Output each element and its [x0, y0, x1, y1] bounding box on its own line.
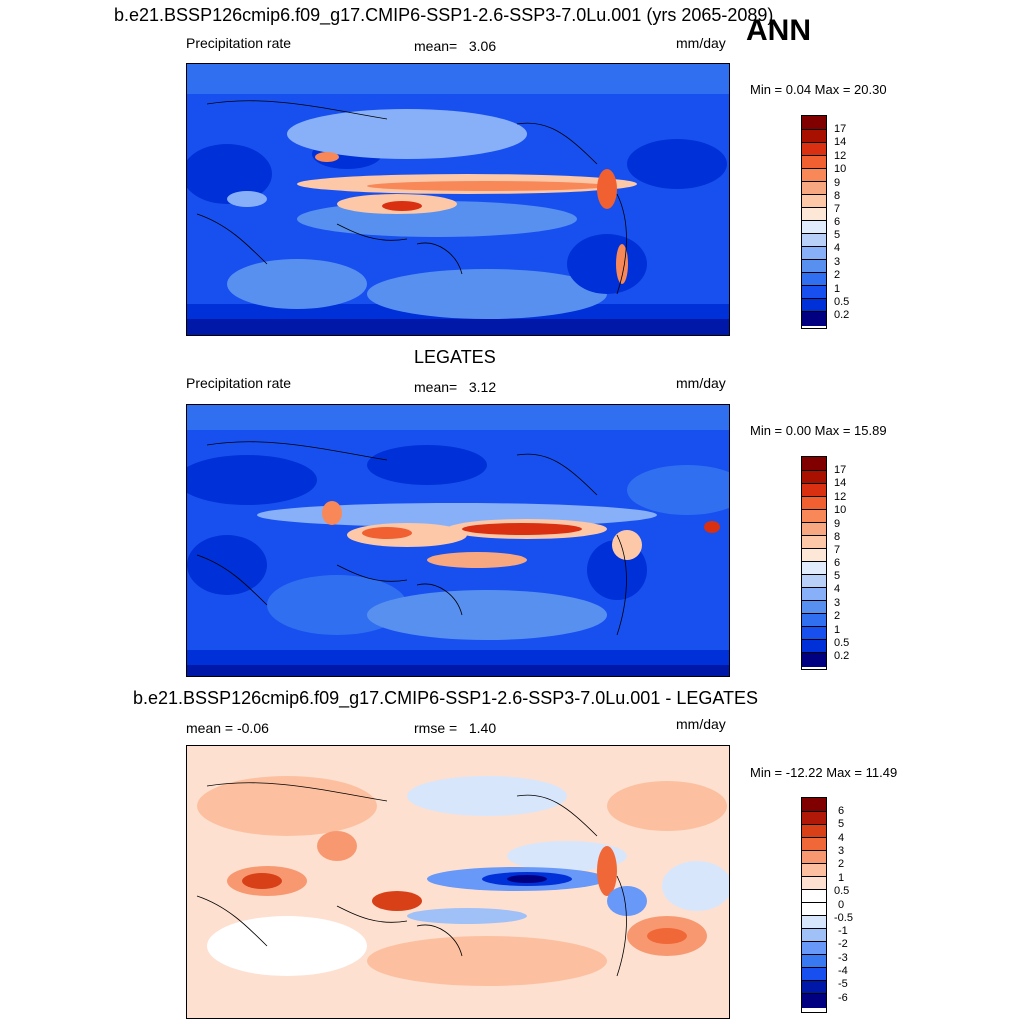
- tick: 0.5: [834, 637, 850, 649]
- tick: 17: [834, 123, 847, 135]
- tick: 12: [834, 150, 847, 162]
- minmax-label: Min = -12.22 Max = 11.49: [750, 765, 898, 780]
- colorbar-diff: [801, 797, 827, 1013]
- tick: 10: [834, 163, 847, 175]
- tick: 17: [834, 464, 847, 476]
- minmax-label: Min = 0.00 Max = 15.89: [750, 423, 887, 438]
- tick: 3: [834, 597, 841, 609]
- tick: 0.2: [834, 309, 850, 321]
- tick: 10: [834, 504, 847, 516]
- colorbar-model: [801, 115, 827, 329]
- precip-map-model-field: [187, 64, 729, 335]
- tick: 12: [834, 491, 847, 503]
- mean-label: mean = -0.06: [186, 720, 269, 736]
- tick: 7: [834, 544, 841, 556]
- units-label: mm/day: [676, 375, 726, 391]
- precip-map-diff-field: [187, 746, 729, 1018]
- tick: 7: [834, 203, 841, 215]
- tick: 6: [834, 216, 841, 228]
- tick: 5: [838, 818, 845, 830]
- panel-title: b.e21.BSSP126cmip6.f09_g17.CMIP6-SSP1-2.…: [133, 688, 759, 708]
- tick: 4: [834, 242, 841, 254]
- tick: -2: [838, 938, 848, 950]
- tick: 0: [838, 899, 845, 911]
- units-label: mm/day: [676, 716, 726, 732]
- tick: 2: [838, 858, 845, 870]
- rmse-value: 1.40: [468, 720, 497, 736]
- mean-value: 3.12: [468, 379, 497, 395]
- tick: 5: [834, 229, 841, 241]
- tick: 0.5: [834, 885, 850, 897]
- panel-title: LEGATES: [414, 347, 496, 367]
- tick: 1: [834, 283, 841, 295]
- rmse-label: rmse = 1.40: [414, 720, 496, 736]
- tick: 1: [834, 624, 841, 636]
- tick: 4: [838, 832, 845, 844]
- tick: 2: [834, 269, 841, 281]
- tick: 8: [834, 531, 841, 543]
- tick: 14: [834, 477, 847, 489]
- tick: 9: [834, 177, 841, 189]
- precip-map-model: [186, 63, 730, 336]
- tick: -3: [838, 952, 848, 964]
- tick: 6: [838, 805, 845, 817]
- tick: 3: [834, 256, 841, 268]
- model-title: b.e21.BSSP126cmip6.f09_g17.CMIP6-SSP1-2.…: [114, 5, 774, 25]
- tick: 14: [834, 136, 847, 148]
- tick: -6: [838, 992, 848, 1004]
- rmse-label-text: rmse =: [414, 720, 458, 736]
- tick: 6: [834, 557, 841, 569]
- tick: 8: [834, 190, 841, 202]
- tick: 5: [834, 570, 841, 582]
- colorbar-obs: [801, 456, 827, 670]
- precip-map-diff: [186, 745, 730, 1019]
- precip-map-obs-field: [187, 405, 729, 676]
- precip-map-obs: [186, 404, 730, 677]
- mean-label: mean= 3.06: [414, 38, 496, 54]
- variable-label: Precipitation rate: [186, 35, 292, 51]
- tick: -0.5: [834, 912, 853, 924]
- tick: -1: [838, 925, 848, 937]
- tick: 4: [834, 583, 841, 595]
- tick: 2: [834, 610, 841, 622]
- units-label: mm/day: [676, 35, 726, 51]
- season-label: ANN: [746, 14, 811, 47]
- tick: -4: [838, 965, 848, 977]
- tick: 9: [834, 518, 841, 530]
- mean-label-text: mean=: [414, 379, 458, 395]
- mean-label: mean= 3.12: [414, 379, 496, 395]
- tick: -5: [838, 978, 848, 990]
- variable-label: Precipitation rate: [186, 375, 292, 391]
- tick: 0.2: [834, 650, 850, 662]
- tick: 0.5: [834, 296, 850, 308]
- tick: 3: [838, 845, 845, 857]
- tick: 1: [838, 872, 845, 884]
- mean-value: 3.06: [468, 38, 497, 54]
- minmax-label: Min = 0.04 Max = 20.30: [750, 82, 887, 97]
- mean-label-text: mean=: [414, 38, 458, 54]
